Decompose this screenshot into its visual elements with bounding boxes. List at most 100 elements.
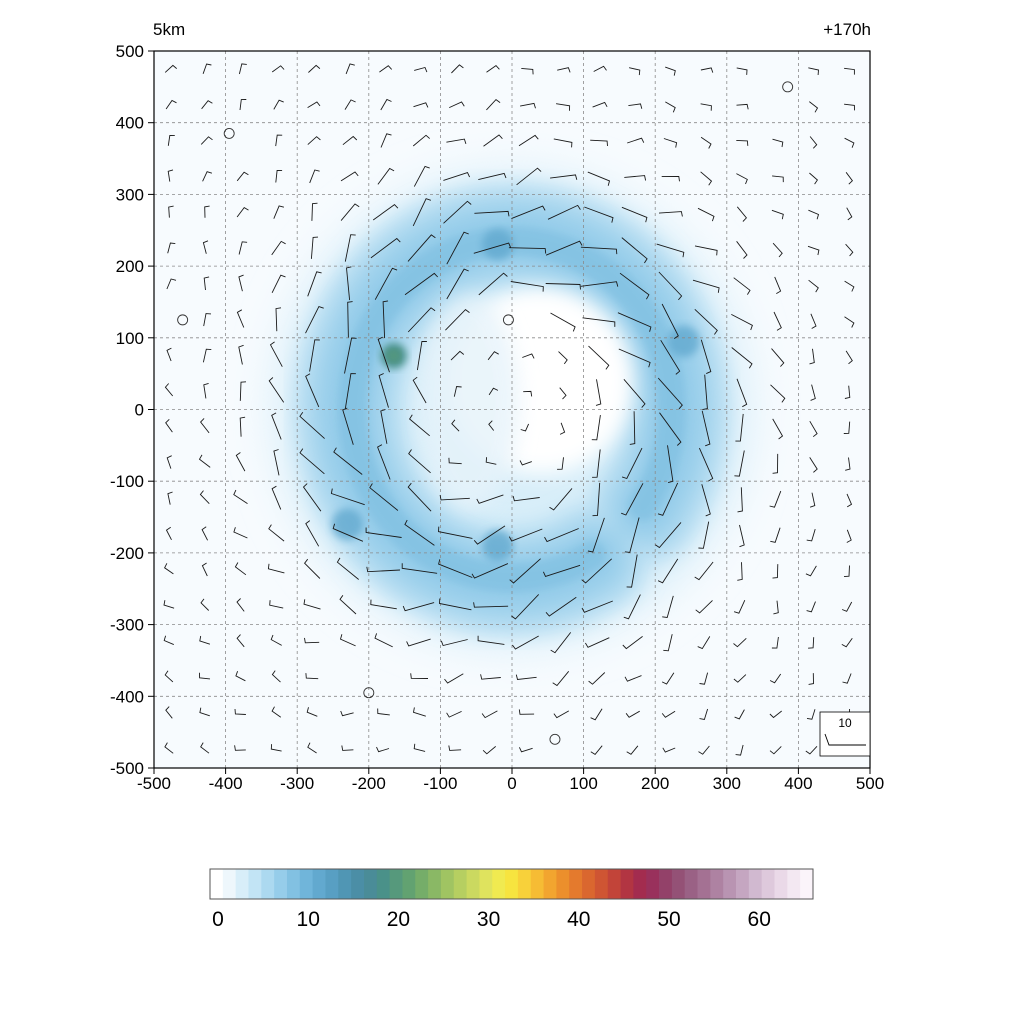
wind-barb	[235, 671, 246, 682]
wind-barb	[698, 745, 710, 755]
wind-barb	[627, 137, 645, 144]
wind-barb	[809, 492, 816, 508]
wind-barb	[655, 522, 682, 549]
wind-barb	[559, 422, 566, 435]
wind-barb	[769, 490, 782, 508]
wind-barb	[309, 169, 320, 184]
wind-barb	[806, 709, 816, 720]
wind-barb	[774, 276, 782, 294]
wind-barb	[164, 64, 177, 73]
colorbar-swatch	[748, 869, 763, 899]
colorbar-swatch	[440, 869, 455, 899]
wind-barb	[166, 278, 177, 290]
colorbar-swatch	[710, 869, 724, 899]
wind-barb	[809, 420, 818, 438]
wind-barb	[200, 742, 210, 754]
wind-barb	[588, 345, 610, 370]
wind-barb	[808, 673, 814, 685]
wind-barb	[808, 67, 819, 76]
wind-barb	[588, 672, 606, 685]
wind-barb	[770, 527, 781, 543]
colorbar-swatch	[646, 869, 660, 899]
wind-barb	[340, 203, 360, 221]
wind-barb	[592, 101, 608, 108]
wind-barb	[846, 207, 853, 221]
wind-barb	[485, 457, 497, 465]
wind-barb	[377, 708, 390, 716]
wind-barb	[700, 136, 712, 149]
wind-barb	[771, 636, 779, 649]
wind-barb	[809, 348, 815, 365]
wind-barb	[625, 710, 640, 718]
y-tick-label: 300	[116, 185, 144, 204]
y-tick-label: 100	[116, 329, 144, 348]
wind-barb	[379, 65, 393, 73]
colorbar-tick-label: 50	[657, 908, 680, 931]
wind-barb	[552, 671, 570, 687]
wind-barb	[199, 672, 211, 680]
wind-barb	[380, 133, 392, 148]
wind-barb	[621, 237, 648, 264]
wind-barb	[271, 485, 282, 510]
wind-barb	[304, 558, 321, 579]
wind-barb	[451, 64, 464, 74]
wind-barb	[345, 63, 355, 75]
wind-barb	[553, 138, 573, 148]
colorbar: 0 10 20 30 40 50 60	[209, 868, 814, 931]
y-tick-label: -400	[110, 687, 144, 706]
wind-barb	[580, 281, 619, 287]
wind-barb	[238, 344, 244, 365]
colorbar-swatch	[543, 869, 557, 899]
field-inner-band	[418, 294, 520, 510]
wind-barb	[481, 710, 498, 719]
wind-barb	[549, 488, 573, 511]
field-local-maximum	[331, 508, 364, 540]
colorbar-swatch	[517, 869, 532, 899]
wind-barb	[164, 670, 174, 683]
x-tick-label: 400	[784, 774, 812, 793]
wind-barb	[478, 272, 508, 296]
y-tick-label: -200	[110, 544, 144, 563]
wind-barb	[270, 634, 282, 646]
wind-barb	[736, 241, 748, 259]
wind-barb	[697, 636, 711, 650]
colorbar-swatch	[633, 869, 647, 899]
wind-barb	[165, 99, 177, 110]
colorbar-swatch	[351, 869, 365, 899]
wind-barb	[200, 136, 213, 145]
wind-barb	[698, 447, 714, 482]
wind-barb	[545, 283, 581, 290]
grid-lines	[154, 51, 870, 768]
wind-barb	[275, 134, 283, 147]
wind-barb	[473, 242, 512, 254]
wind-barb	[473, 525, 506, 545]
wind-barb	[699, 708, 709, 721]
wind-barb	[377, 167, 395, 185]
wind-barb	[523, 390, 533, 397]
wind-barb	[236, 598, 245, 612]
wind-barb	[404, 272, 439, 296]
field-local-maximum	[481, 529, 514, 562]
colorbar-swatches	[210, 869, 814, 899]
colorbar-swatch	[261, 869, 275, 899]
wind-barb	[268, 377, 285, 403]
wind-barb	[439, 598, 472, 611]
wind-barb	[734, 450, 745, 477]
wind-barb	[444, 673, 464, 684]
wind-barb	[624, 175, 647, 181]
wind-barb	[307, 101, 321, 108]
wind-barb	[413, 165, 430, 187]
colorbar-tick-label: 10	[297, 908, 320, 931]
wind-barb	[307, 136, 321, 145]
colorbar-tick-label: 60	[748, 908, 771, 931]
x-tick-label: 300	[713, 774, 741, 793]
wind-barb	[845, 457, 851, 471]
wind-barb	[731, 347, 753, 369]
wind-barb	[270, 744, 282, 752]
wind-barb	[624, 517, 640, 553]
wind-barb	[268, 524, 285, 542]
wind-barb	[771, 209, 784, 220]
wind-barb	[234, 745, 246, 751]
colorbar-tick-label: 30	[477, 908, 500, 931]
wind-barb	[165, 418, 173, 433]
